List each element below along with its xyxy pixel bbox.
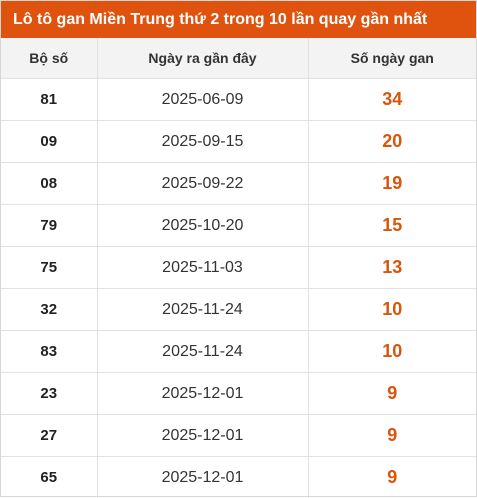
table-row: 79 2025-10-20 15 [1,205,476,247]
table-row: 09 2025-09-15 20 [1,121,476,163]
row-number: 75 [1,247,97,289]
row-number: 23 [1,373,97,415]
table-row: 08 2025-09-22 19 [1,163,476,205]
row-gan-days: 19 [308,163,476,205]
row-number: 09 [1,121,97,163]
row-date: 2025-09-22 [97,163,308,205]
row-date: 2025-11-24 [97,289,308,331]
row-gan-days: 15 [308,205,476,247]
table-row: 27 2025-12-01 9 [1,415,476,457]
row-date: 2025-12-01 [97,373,308,415]
row-gan-days: 20 [308,121,476,163]
row-number: 83 [1,331,97,373]
table-header-row: Bộ số Ngày ra gần đây Số ngày gan [1,38,476,79]
row-gan-days: 10 [308,331,476,373]
table-row: 75 2025-11-03 13 [1,247,476,289]
row-date: 2025-12-01 [97,415,308,457]
row-gan-days: 9 [308,373,476,415]
row-date: 2025-12-01 [97,457,308,498]
row-date: 2025-10-20 [97,205,308,247]
column-header-last-date: Ngày ra gần đây [97,38,308,79]
table-row: 81 2025-06-09 34 [1,79,476,121]
row-number: 81 [1,79,97,121]
row-date: 2025-06-09 [97,79,308,121]
row-number: 27 [1,415,97,457]
row-gan-days: 13 [308,247,476,289]
row-gan-days: 9 [308,457,476,498]
row-number: 79 [1,205,97,247]
row-gan-days: 10 [308,289,476,331]
row-number: 65 [1,457,97,498]
row-number: 32 [1,289,97,331]
row-gan-days: 34 [308,79,476,121]
row-date: 2025-09-15 [97,121,308,163]
table-row: 83 2025-11-24 10 [1,331,476,373]
column-header-number: Bộ số [1,38,97,79]
column-header-gan-days: Số ngày gan [308,38,476,79]
row-gan-days: 9 [308,415,476,457]
table-row: 65 2025-12-01 9 [1,457,476,498]
table-row: 23 2025-12-01 9 [1,373,476,415]
row-date: 2025-11-03 [97,247,308,289]
row-date: 2025-11-24 [97,331,308,373]
panel-title: Lô tô gan Miền Trung thứ 2 trong 10 lần … [1,1,476,38]
table-row: 32 2025-11-24 10 [1,289,476,331]
row-number: 08 [1,163,97,205]
lo-gan-table: Bộ số Ngày ra gần đây Số ngày gan 81 202… [1,38,476,498]
